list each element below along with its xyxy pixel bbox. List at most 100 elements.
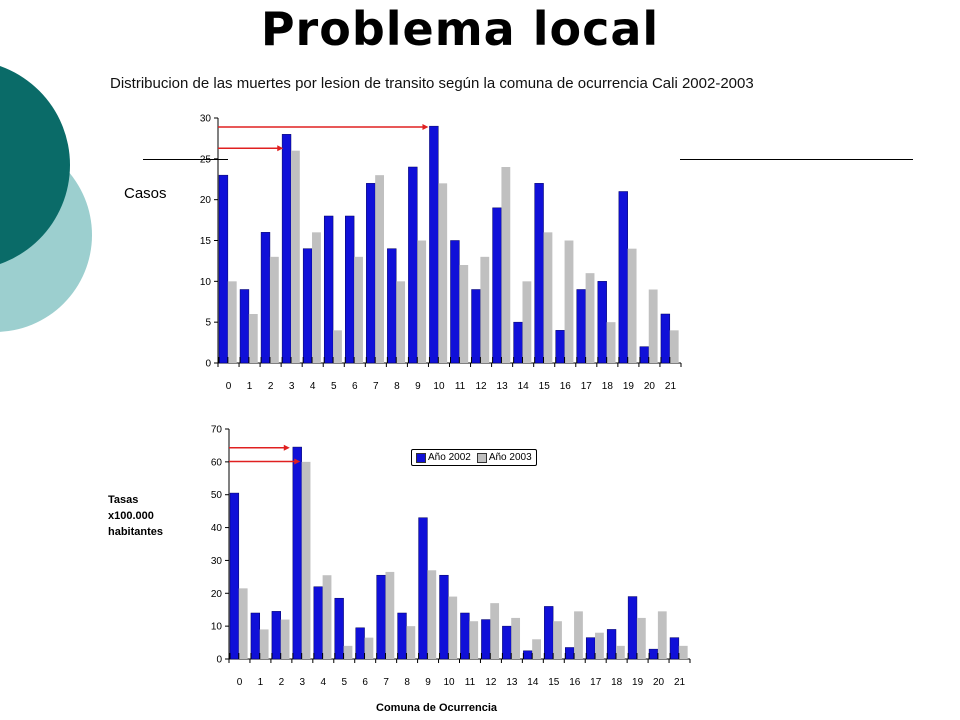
c1-bar-2003 (564, 240, 574, 363)
chart-title: Distribucion de las muertes por lesion d… (110, 75, 754, 92)
legend-label-2002: Año 2002 (428, 452, 471, 463)
c2-bar-2002 (606, 629, 617, 660)
c1-bar-2002 (576, 289, 586, 364)
c2-bar-2002 (355, 627, 365, 660)
c1-x-tick-label: 0 (226, 381, 232, 392)
c1-bar-2002 (429, 125, 439, 364)
c2-x-tick-label: 6 (362, 677, 368, 688)
c1-bar-2003 (543, 232, 553, 363)
c1-x-tick-label: 6 (352, 381, 358, 392)
c2-x-tick-label: 2 (279, 677, 285, 688)
c2-x-tick-label: 18 (611, 677, 623, 688)
c2-bar-2002 (544, 606, 554, 660)
c1-bar-2003 (606, 322, 616, 363)
c1-x-tick-label: 13 (497, 381, 509, 392)
c1-bar-2002 (345, 215, 355, 364)
c2-bar-2003 (490, 603, 500, 659)
c1-bar-2002 (366, 183, 376, 364)
c2-bar-2003 (427, 570, 437, 659)
c1-bar-2003 (627, 248, 637, 363)
c2-bar-2003 (385, 571, 395, 659)
c2-bar-2003 (553, 621, 562, 659)
c2-y-tick-label: 20 (211, 589, 223, 600)
c1-bar-2002 (302, 248, 313, 364)
c1-x-tick-label: 7 (373, 381, 379, 392)
c1-bar-2003 (585, 273, 595, 363)
c2-bar-2003 (636, 617, 646, 659)
c2-x-tick-label: 12 (485, 677, 497, 688)
c1-x-tick-label: 1 (247, 381, 253, 392)
c2-bar-2002 (439, 574, 449, 660)
c1-x-tick-label: 2 (268, 381, 274, 392)
y-axis-label-tasas: Tasas x100.000 habitantes (108, 494, 164, 538)
c2-x-tick-label: 21 (674, 677, 686, 688)
c1-x-tick-label: 16 (560, 381, 572, 392)
c2-y-tick-label: 10 (211, 622, 223, 633)
c2-bar-2002 (271, 611, 281, 660)
c2-x-tick-label: 7 (383, 677, 389, 688)
c2-bar-2003 (469, 621, 479, 659)
c1-bar-2002 (387, 248, 397, 364)
c2-bar-2002 (523, 650, 533, 660)
legend-entry-2002: Año 2002 (416, 452, 471, 463)
c1-x-tick-label: 21 (665, 381, 677, 392)
c1-bar-2003 (480, 256, 490, 363)
c1-bar-2002 (555, 330, 565, 364)
c2-bar-2003 (615, 645, 625, 659)
c1-x-tick-label: 12 (476, 381, 488, 392)
c2-bar-2002 (313, 586, 323, 660)
legend-entry-2003: Año 2003 (476, 452, 532, 463)
chart-legend: Año 2002 Año 2003 (411, 449, 537, 466)
c2-bar-2002 (481, 619, 491, 660)
c1-y-tick-label: 25 (200, 154, 212, 165)
c1-y-tick-label: 15 (200, 236, 212, 247)
c2-x-tick-label: 0 (237, 677, 243, 688)
c2-bar-2002 (229, 492, 240, 660)
legend-swatch-2003 (476, 452, 487, 463)
c2-x-tick-label: 10 (443, 677, 455, 688)
c2-bar-2003 (406, 626, 416, 659)
c1-bar-2003 (648, 289, 658, 363)
c2-bar-2002 (376, 574, 386, 660)
c1-x-tick-label: 9 (415, 381, 421, 392)
c1-bar-2002 (260, 232, 271, 364)
c2-bar-2002 (334, 597, 344, 660)
c1-bar-2002 (408, 166, 418, 364)
c1-x-tick-label: 19 (623, 381, 635, 392)
c1-bar-2002 (618, 191, 628, 364)
c2-y-tick-label: 50 (211, 490, 223, 501)
c2-y-tick-label: 40 (211, 523, 223, 534)
c1-bar-2003 (396, 281, 406, 363)
c1-bar-2002 (492, 207, 502, 364)
c2-bar-2003 (280, 619, 290, 659)
slide-title: Problema local (260, 2, 660, 56)
c2-highlight-arrow-head (283, 444, 290, 451)
c2-bar-2003 (574, 611, 583, 659)
c1-bar-2003 (417, 240, 427, 363)
c1-y-tick-label: 0 (205, 359, 211, 370)
c2-x-tick-label: 17 (590, 677, 602, 688)
c1-bar-2002 (450, 240, 460, 364)
legend-label-2003: Año 2003 (488, 452, 532, 463)
c1-bar-2003 (522, 281, 532, 363)
legend-swatch-2002 (416, 452, 426, 463)
c2-bar-2002 (250, 612, 261, 660)
c2-x-tick-label: 3 (300, 677, 306, 688)
c1-bar-2003 (290, 150, 300, 363)
c1-bar-2002 (660, 313, 671, 364)
c2-x-tick-label: 4 (321, 677, 327, 688)
c1-bar-2003 (354, 256, 363, 363)
c2-y-tick-label: 30 (211, 556, 223, 567)
c1-x-tick-label: 8 (394, 381, 400, 392)
c2-x-tick-label: 11 (465, 677, 476, 688)
c2-x-tick-label: 19 (632, 677, 644, 688)
c1-x-tick-label: 18 (602, 381, 614, 392)
c1-x-tick-label: 10 (433, 381, 445, 392)
c2-bar-2003 (322, 575, 332, 659)
c1-bar-2002 (323, 215, 334, 364)
c2-bar-2002 (585, 637, 596, 660)
c1-bar-2003 (375, 175, 384, 363)
